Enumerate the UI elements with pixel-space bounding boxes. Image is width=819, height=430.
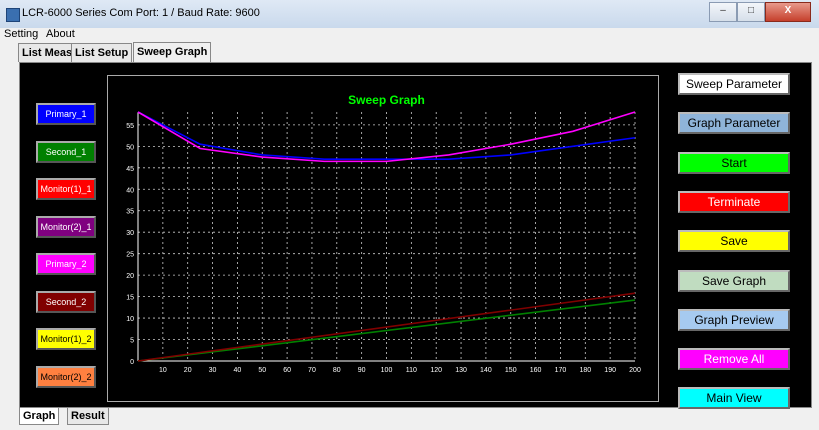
menu-bar: Setting About (0, 28, 819, 42)
minimize-icon[interactable]: – (709, 2, 737, 22)
legend-primary-1[interactable]: Primary_1 (36, 103, 96, 125)
x-tick-label: 80 (333, 367, 341, 374)
graph-parameter-button[interactable]: Graph Parameter (678, 112, 790, 135)
y-tick-label: 0 (130, 359, 134, 366)
close-icon[interactable]: X (765, 2, 811, 22)
y-tick-label: 50 (126, 144, 134, 151)
y-tick-label: 25 (126, 252, 134, 259)
save-button[interactable]: Save (678, 230, 790, 253)
chart-title: Sweep Graph (348, 93, 425, 107)
window-title: LCR-6000 Series Com Port: 1 / Baud Rate:… (22, 7, 260, 19)
legend-primary-2[interactable]: Primary_2 (36, 253, 96, 275)
tab-list-meas[interactable]: List Meas (18, 43, 77, 62)
start-button[interactable]: Start (678, 151, 790, 174)
x-tick-label: 100 (381, 367, 393, 374)
y-tick-label: 55 (126, 123, 134, 130)
x-tick-label: 170 (555, 367, 567, 374)
x-tick-label: 70 (308, 367, 316, 374)
y-tick-label: 35 (126, 209, 134, 216)
series-line-4 (137, 292, 636, 362)
y-tick-label: 20 (126, 273, 134, 280)
y-tick-label: 5 (130, 338, 134, 345)
app-icon (6, 8, 20, 22)
sweep-graph-chart: Sweep Graph 0 5 10 15 20 25 30 35 40 45 50 55 10 20 30 4… (126, 93, 641, 374)
y-tick-label: 30 (126, 230, 134, 237)
save-graph-button[interactable]: Save Graph (678, 269, 790, 292)
x-tick-label: 10 (159, 367, 167, 374)
x-tick-label: 190 (604, 367, 616, 374)
y-tick-label: 45 (126, 166, 134, 173)
x-tick-label: 60 (283, 367, 291, 374)
tab-result[interactable]: Result (67, 407, 109, 425)
remove-all-button[interactable]: Remove All (678, 348, 790, 371)
tab-sweep-graph[interactable]: Sweep Graph (133, 42, 212, 63)
x-tick-label: 150 (505, 367, 517, 374)
x-tick-label: 50 (258, 367, 266, 374)
x-tick-label: 110 (406, 367, 417, 374)
series-line-2 (137, 111, 636, 163)
terminate-button[interactable]: Terminate (678, 190, 790, 213)
sweep-graph-panel: Primary_1 Second_1 Monitor(1)_1 Monitor(2)_… (19, 62, 812, 410)
y-tick-label: 15 (126, 295, 134, 302)
legend-monitor-2-2[interactable]: Monitor(2)_2 (36, 365, 96, 388)
menu-about[interactable]: About (46, 28, 75, 40)
x-tick-label: 130 (455, 367, 467, 374)
title-bar: LCR-6000 Series Com Port: 1 / Baud Rate:… (0, 0, 819, 29)
x-tick-label: 200 (629, 367, 641, 374)
x-tick-label: 120 (430, 367, 442, 374)
x-tick-label: 160 (530, 367, 542, 374)
sweep-parameter-button[interactable]: Sweep Parameter (678, 73, 790, 95)
tab-graph[interactable]: Graph (19, 407, 60, 425)
legend-second-2[interactable]: Second_2 (36, 290, 96, 313)
series-line-3 (137, 299, 636, 362)
x-tick-label: 140 (480, 367, 492, 374)
x-tick-label: 180 (579, 367, 591, 374)
maximize-icon[interactable]: □ (737, 2, 765, 22)
x-tick-label: 40 (234, 367, 242, 374)
legend-second-1[interactable]: Second_1 (36, 140, 96, 163)
x-tick-label: 90 (358, 367, 366, 374)
graph-area: Sweep Graph 0 5 10 15 20 25 30 35 40 45 50 55 10 20 30 4… (107, 75, 659, 402)
y-tick-label: 40 (126, 187, 134, 194)
y-tick-label: 10 (126, 316, 134, 323)
graph-preview-button[interactable]: Graph Preview (678, 308, 790, 331)
series-line-1 (137, 111, 636, 161)
tab-list-setup[interactable]: List Setup (71, 43, 133, 62)
window-controls: – □ X (709, 2, 811, 22)
main-view-button[interactable]: Main View (678, 387, 790, 410)
legend-monitor-2-1[interactable]: Monitor(2)_1 (36, 215, 96, 238)
x-tick-label: 30 (209, 367, 217, 374)
menu-setting[interactable]: Setting (4, 28, 39, 40)
legend-monitor-1-2[interactable]: Monitor(1)_2 (36, 328, 96, 350)
x-tick-label: 20 (184, 367, 192, 374)
legend-monitor-1-1[interactable]: Monitor(1)_1 (36, 178, 96, 200)
